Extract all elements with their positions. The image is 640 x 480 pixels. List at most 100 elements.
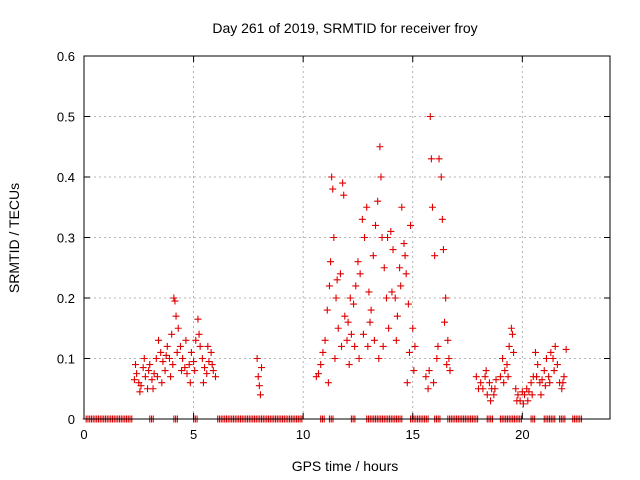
data-point [540, 367, 548, 375]
data-point [321, 336, 329, 344]
data-point [181, 364, 189, 372]
data-point [323, 306, 331, 314]
data-point [351, 342, 359, 350]
data-point [172, 312, 180, 320]
data-point [410, 367, 418, 375]
data-point [174, 324, 182, 332]
data-point [158, 379, 166, 387]
data-point [398, 203, 406, 211]
data-point [425, 367, 433, 375]
data-point [354, 258, 362, 266]
data-point [437, 173, 445, 181]
data-point [512, 385, 520, 393]
data-point [352, 282, 360, 290]
data-point [501, 367, 509, 375]
data-point [194, 315, 202, 323]
y-tick-label: 0.2 [57, 291, 75, 306]
data-point [434, 342, 442, 350]
data-point [317, 361, 325, 369]
data-point [330, 234, 338, 241]
data-point [324, 379, 332, 387]
data-point [347, 330, 355, 338]
data-point [204, 342, 212, 350]
y-tick-label: 0.4 [57, 170, 75, 185]
data-point [336, 270, 344, 278]
data-point [435, 155, 443, 163]
data-point [404, 300, 412, 308]
data-point [403, 379, 411, 387]
data-point [438, 215, 446, 223]
data-point [445, 355, 453, 362]
data-point [192, 336, 200, 344]
data-point [550, 367, 558, 375]
data-point [365, 288, 373, 296]
data-point [558, 385, 566, 393]
data-point [426, 113, 434, 120]
data-point [140, 355, 148, 362]
data-point [149, 385, 157, 393]
data-point [499, 355, 507, 362]
data-point [481, 373, 489, 381]
data-point [254, 373, 262, 381]
data-point [492, 376, 500, 384]
data-point [527, 379, 535, 387]
data-point [133, 370, 141, 378]
data-point [356, 270, 364, 278]
data-point [332, 294, 340, 302]
y-axis-label: SRMTID / TECUs [6, 183, 22, 293]
data-point [350, 300, 358, 308]
data-point [541, 382, 549, 390]
data-point [391, 294, 399, 302]
data-point [152, 355, 160, 362]
data-point [546, 379, 554, 387]
data-point [346, 294, 354, 302]
data-point [363, 203, 371, 211]
data-point [371, 221, 379, 229]
data-point [191, 367, 199, 375]
data-point [479, 385, 487, 393]
data-point [186, 379, 194, 387]
data-point [364, 342, 372, 350]
data-point [553, 361, 561, 369]
data-point [183, 370, 191, 378]
data-point [329, 185, 337, 193]
data-point [387, 227, 395, 235]
data-point [443, 361, 451, 369]
data-point [173, 348, 181, 356]
data-point [153, 373, 161, 381]
data-point [331, 355, 339, 362]
data-point [136, 388, 144, 396]
data-point [146, 361, 154, 369]
data-point [422, 373, 430, 381]
data-point [562, 345, 570, 353]
data-point [167, 373, 175, 381]
data-point [508, 330, 516, 338]
data-point [178, 367, 186, 375]
grid-lines [84, 56, 610, 419]
data-point [141, 373, 149, 381]
data-point [344, 318, 352, 326]
data-point [485, 379, 493, 387]
data-point [338, 342, 346, 350]
x-axis-label: GPS time / hours [292, 458, 399, 474]
data-point [376, 143, 384, 151]
data-point [345, 361, 353, 369]
data-point [169, 361, 177, 369]
y-tick-label: 0.3 [57, 231, 75, 246]
y-tick-label: 0 [68, 412, 75, 427]
data-point [514, 391, 522, 399]
data-point [430, 379, 438, 387]
data-point [533, 373, 541, 381]
y-tick-label: 0.5 [57, 110, 75, 125]
data-point [513, 397, 521, 405]
data-point [483, 391, 491, 399]
data-point [379, 342, 387, 350]
data-point [339, 179, 347, 187]
data-point [393, 312, 401, 320]
data-point [537, 391, 545, 399]
data-point [367, 306, 375, 314]
data-point [195, 330, 203, 338]
data-point [521, 391, 529, 399]
data-point [196, 342, 204, 350]
